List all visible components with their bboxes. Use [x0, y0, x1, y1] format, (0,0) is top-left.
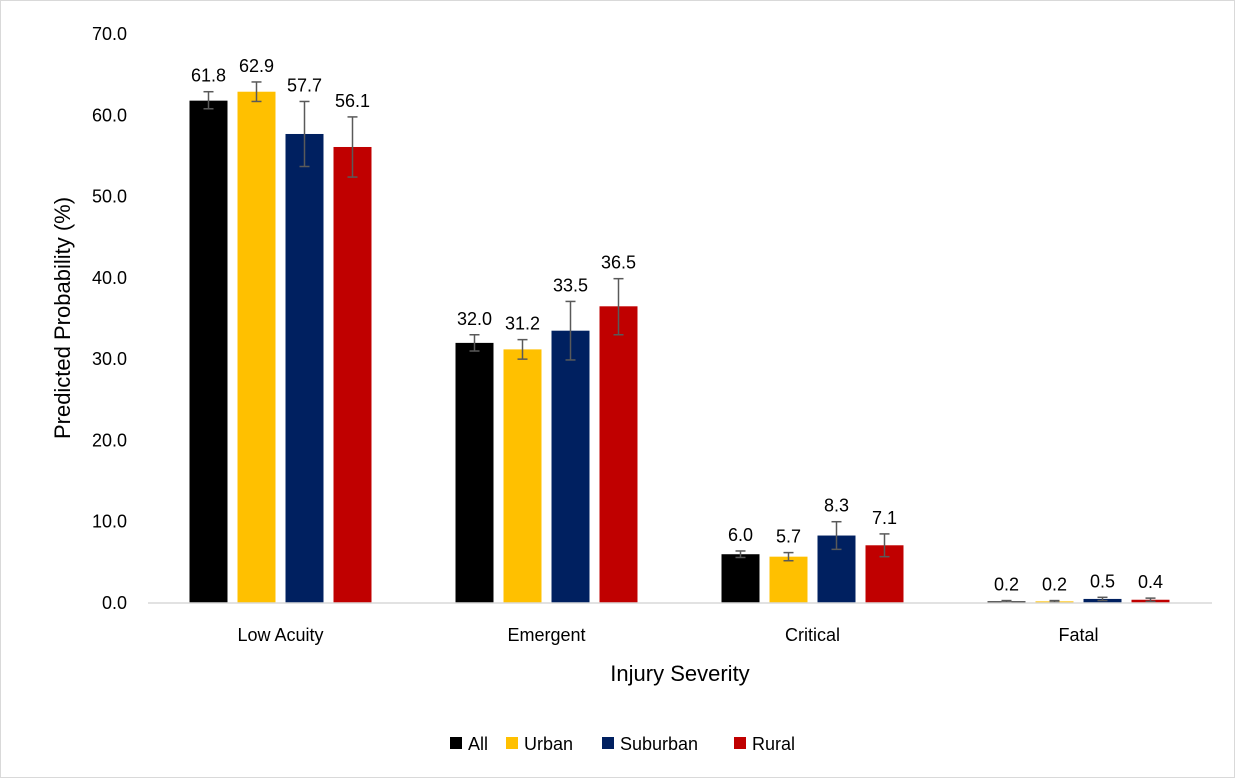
legend-swatch [506, 737, 518, 749]
data-label: 0.2 [994, 575, 1019, 595]
bar [189, 100, 228, 603]
legend-label: All [468, 734, 488, 754]
bars [189, 91, 1170, 604]
data-label: 5.7 [776, 527, 801, 547]
bar [503, 349, 542, 603]
data-label: 62.9 [239, 56, 274, 76]
x-category-label: Emergent [507, 625, 585, 645]
bar [333, 146, 372, 604]
data-label: 0.2 [1042, 575, 1067, 595]
bar [769, 556, 808, 603]
y-axis-title: Predicted Probability (%) [50, 197, 75, 439]
y-axis-ticks: 0.0 10.0 20.0 30.0 40.0 50.0 60.0 70.0 [92, 24, 127, 613]
y-tick-label: 50.0 [92, 187, 127, 207]
error-bars [203, 81, 1156, 603]
legend-label: Urban [524, 734, 573, 754]
bar [599, 306, 638, 603]
legend: All Urban Suburban Rural [450, 734, 795, 754]
data-label: 36.5 [601, 253, 636, 273]
data-label: 6.0 [728, 525, 753, 545]
y-tick-label: 30.0 [92, 349, 127, 369]
data-label: 33.5 [553, 275, 588, 295]
data-label: 7.1 [872, 508, 897, 528]
legend-label: Suburban [620, 734, 698, 754]
x-axis-title: Injury Severity [610, 661, 749, 686]
bar [551, 330, 590, 603]
y-tick-label: 40.0 [92, 268, 127, 288]
x-category-label: Critical [785, 625, 840, 645]
data-label: 8.3 [824, 496, 849, 516]
x-category-label: Fatal [1058, 625, 1098, 645]
x-category-label: Low Acuity [237, 625, 323, 645]
data-label: 61.8 [191, 66, 226, 86]
y-tick-label: 0.0 [102, 593, 127, 613]
data-label: 0.4 [1138, 572, 1163, 592]
x-axis-category-labels: Low Acuity Emergent Critical Fatal [237, 625, 1098, 645]
legend-label: Rural [752, 734, 795, 754]
y-tick-label: 70.0 [92, 24, 127, 44]
bar [237, 91, 276, 603]
bar [285, 133, 324, 603]
bar [455, 342, 494, 603]
data-labels: 61.8 62.9 57.7 56.1 32.0 31.2 33.5 36.5 6.0 5.7 8.… [191, 56, 1163, 595]
legend-swatch [602, 737, 614, 749]
y-tick-label: 10.0 [92, 512, 127, 532]
y-tick-label: 60.0 [92, 105, 127, 125]
data-label: 32.0 [457, 309, 492, 329]
data-label: 56.1 [335, 91, 370, 111]
legend-swatch [450, 737, 462, 749]
data-label: 0.5 [1090, 571, 1115, 591]
legend-swatch [734, 737, 746, 749]
data-label: 57.7 [287, 75, 322, 95]
y-tick-label: 20.0 [92, 430, 127, 450]
data-label: 31.2 [505, 314, 540, 334]
bar [721, 554, 760, 603]
